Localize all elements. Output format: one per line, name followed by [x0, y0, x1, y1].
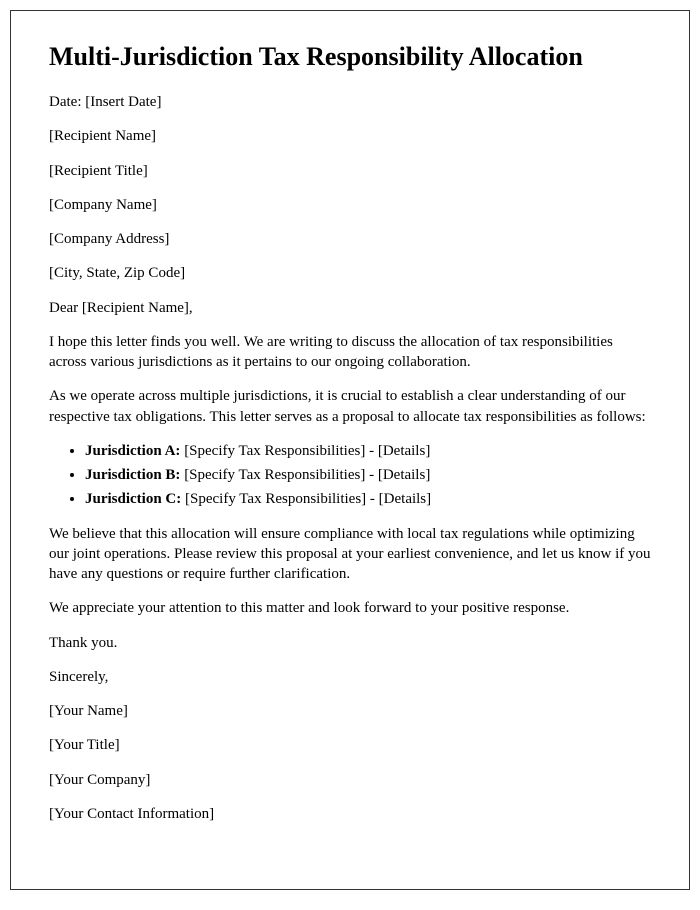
closing-sincerely: Sincerely, [49, 667, 651, 687]
body-paragraph-2: As we operate across multiple jurisdicti… [49, 386, 651, 427]
jurisdiction-detail: [Specify Tax Responsibilities] - [Detail… [181, 491, 431, 507]
document-page: Multi-Jurisdiction Tax Responsibility Al… [10, 10, 690, 890]
salutation: Dear [Recipient Name], [49, 298, 651, 318]
body-paragraph-3: We believe that this allocation will ens… [49, 524, 651, 585]
sender-title: [Your Title] [49, 735, 651, 755]
jurisdiction-detail: [Specify Tax Responsibilities] - [Detail… [180, 443, 430, 459]
jurisdiction-list: Jurisdiction A: [Specify Tax Responsibil… [85, 441, 651, 510]
body-paragraph-1: I hope this letter finds you well. We ar… [49, 332, 651, 373]
jurisdiction-label: Jurisdiction C: [85, 491, 181, 507]
recipient-title: [Recipient Title] [49, 161, 651, 181]
list-item: Jurisdiction C: [Specify Tax Responsibil… [85, 489, 651, 509]
thank-you: Thank you. [49, 633, 651, 653]
list-item: Jurisdiction B: [Specify Tax Responsibil… [85, 465, 651, 485]
page-title: Multi-Jurisdiction Tax Responsibility Al… [49, 41, 651, 72]
date-line: Date: [Insert Date] [49, 92, 651, 112]
company-name: [Company Name] [49, 195, 651, 215]
list-item: Jurisdiction A: [Specify Tax Responsibil… [85, 441, 651, 461]
company-address: [Company Address] [49, 229, 651, 249]
jurisdiction-label: Jurisdiction A: [85, 443, 180, 459]
sender-name: [Your Name] [49, 701, 651, 721]
body-paragraph-4: We appreciate your attention to this mat… [49, 598, 651, 618]
jurisdiction-label: Jurisdiction B: [85, 467, 180, 483]
recipient-name: [Recipient Name] [49, 126, 651, 146]
city-state-zip: [City, State, Zip Code] [49, 263, 651, 283]
jurisdiction-detail: [Specify Tax Responsibilities] - [Detail… [180, 467, 430, 483]
sender-company: [Your Company] [49, 770, 651, 790]
sender-contact: [Your Contact Information] [49, 804, 651, 824]
